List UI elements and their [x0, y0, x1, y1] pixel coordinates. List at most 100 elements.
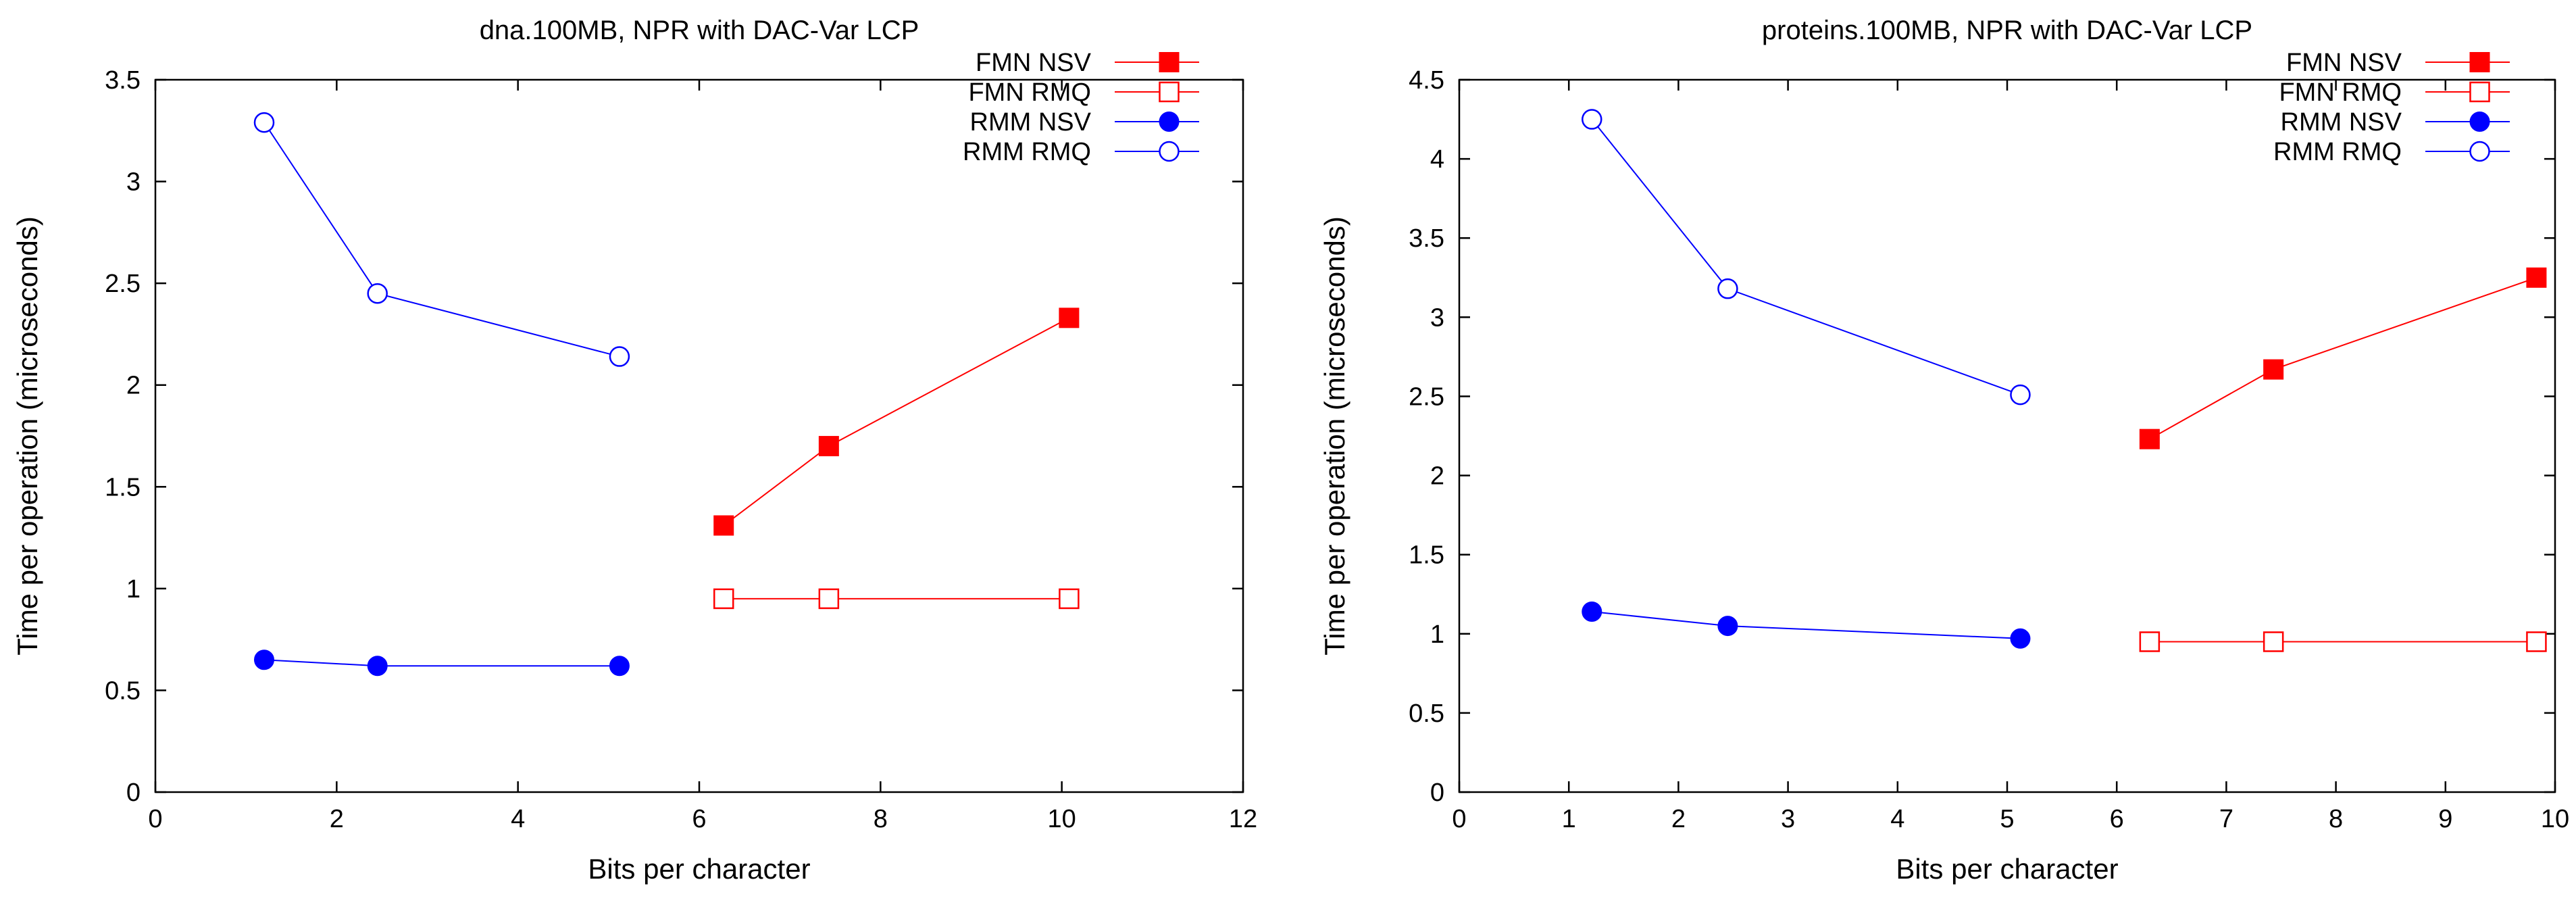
y-tick-label: 3 [126, 168, 141, 197]
plot-area-frame [1458, 78, 2556, 793]
data-point [2010, 384, 2031, 406]
legend-entry: FMN RMQ [2279, 78, 2510, 107]
x-tick-label: 6 [2110, 805, 2124, 833]
y-tick-label: 0 [126, 779, 141, 807]
y-tick-label: 2.5 [105, 270, 141, 298]
chart-title: dna.100MB, NPR with DAC-Var LCP [480, 16, 919, 45]
data-point [713, 515, 734, 536]
legend-marker [2469, 112, 2490, 132]
data-point [1582, 601, 1602, 622]
data-point [1717, 616, 1738, 637]
legend-marker [2469, 81, 2490, 103]
x-axis-label: Bits per character [588, 853, 810, 885]
x-tick-label: 10 [2541, 805, 2569, 833]
legend-label: RMM RMQ [2273, 138, 2402, 166]
legend-marker [1159, 81, 1180, 103]
x-tick-label: 3 [1781, 805, 1795, 833]
data-point [609, 656, 630, 677]
data-point [818, 436, 839, 457]
y-tick-label: 0.5 [105, 677, 141, 705]
data-point [2263, 359, 2284, 380]
data-point [713, 588, 734, 610]
legend-label: RMM NSV [2281, 108, 2402, 137]
series-rmm-nsv [1582, 601, 2031, 649]
x-tick-label: 0 [1452, 805, 1466, 833]
data-point [367, 283, 388, 304]
legend-label: FMN RMQ [2279, 78, 2402, 107]
y-tick-label: 1.5 [105, 473, 141, 501]
y-tick-label: 2 [1430, 462, 1444, 491]
data-point [2139, 631, 2161, 652]
y-tick-label: 1 [126, 575, 141, 604]
series-line [2149, 276, 2537, 440]
x-tick-label: 8 [874, 805, 888, 833]
legend-label: RMM RMQ [963, 138, 1091, 166]
series-line [263, 122, 620, 358]
y-axis-label: Time per operation (microseconds) [11, 216, 43, 656]
legend-entry: FMN RMQ [968, 78, 1199, 107]
data-point [2526, 267, 2547, 288]
legend-entry: RMM RMQ [963, 138, 1199, 166]
y-tick-label: 2.5 [1409, 383, 1444, 411]
series-line [263, 659, 620, 667]
legend-label: FMN RMQ [968, 78, 1091, 107]
legend-entry: FMN NSV [2286, 49, 2510, 77]
y-tick-label: 4 [1430, 145, 1444, 174]
data-point [253, 112, 275, 133]
y-tick-label: 0 [1430, 779, 1444, 807]
legend-entry: FMN NSV [976, 49, 1199, 77]
legend-entry: RMM RMQ [2273, 138, 2510, 166]
legend-marker [2469, 141, 2490, 162]
data-point [1717, 278, 1738, 299]
data-point [2526, 631, 2547, 652]
x-tick-label: 8 [2329, 805, 2343, 833]
series-fmn-rmq [713, 588, 1080, 610]
chart-2: 0 1 2 3 4 5 6 7 8 9 10 0 0.5 1 1.5 2 2.5 3 3.5 4 4.5 proteins… [1319, 16, 2569, 885]
legend-entry: RMM NSV [970, 108, 1199, 137]
x-tick-label: 10 [1048, 805, 1076, 833]
series-rmm-rmq [253, 112, 630, 367]
chart-title: proteins.100MB, NPR with DAC-Var LCP [1762, 16, 2252, 45]
x-tick-label: 12 [1229, 805, 1257, 833]
chart-1: 0 2 4 6 8 10 12 0 0.5 1 1.5 2 2.5 3 3.5 dna.100MB, NPR … [11, 16, 1257, 885]
y-tick-label: 1.5 [1409, 541, 1444, 570]
x-tick-label: 1 [1562, 805, 1576, 833]
legend-marker [1159, 52, 1180, 72]
y-tick-label: 3.5 [1409, 224, 1444, 253]
x-tick-label: 4 [1890, 805, 1904, 833]
legend-entry: RMM NSV [2281, 108, 2510, 137]
x-tick-label: 5 [2000, 805, 2014, 833]
series-rmm-nsv [254, 649, 630, 677]
series-fmn-nsv [713, 308, 1080, 536]
y-tick-label: 4.5 [1409, 66, 1444, 95]
x-tick-label: 9 [2438, 805, 2452, 833]
data-point [367, 656, 388, 677]
series-rmm-rmq [1582, 109, 2031, 406]
data-point [2139, 428, 2160, 449]
y-tick-label: 2 [126, 372, 141, 400]
y-axis-label: Time per operation (microseconds) [1319, 216, 1350, 656]
x-tick-label: 0 [148, 805, 162, 833]
x-tick-label: 7 [2219, 805, 2233, 833]
y-tick-label: 3.5 [105, 66, 141, 95]
data-point [818, 588, 840, 610]
data-point [2263, 631, 2284, 652]
data-point [1059, 588, 1080, 610]
data-point [2010, 628, 2031, 649]
data-point [609, 346, 630, 367]
legend-marker [1159, 112, 1180, 132]
series-line [1592, 610, 2021, 639]
data-point [1582, 109, 1602, 130]
x-tick-label: 6 [692, 805, 706, 833]
plot-area-frame [154, 78, 1244, 793]
series-fmn-rmq [2139, 631, 2547, 652]
legend-label: FMN NSV [976, 49, 1092, 77]
data-point [254, 649, 274, 670]
series-fmn-nsv [2139, 267, 2547, 449]
series-line [1591, 118, 2021, 396]
legend-label: RMM NSV [970, 108, 1092, 137]
y-tick-label: 3 [1430, 303, 1444, 332]
x-tick-label: 4 [511, 805, 525, 833]
x-tick-label: 2 [330, 805, 344, 833]
legend-marker [1159, 141, 1180, 162]
